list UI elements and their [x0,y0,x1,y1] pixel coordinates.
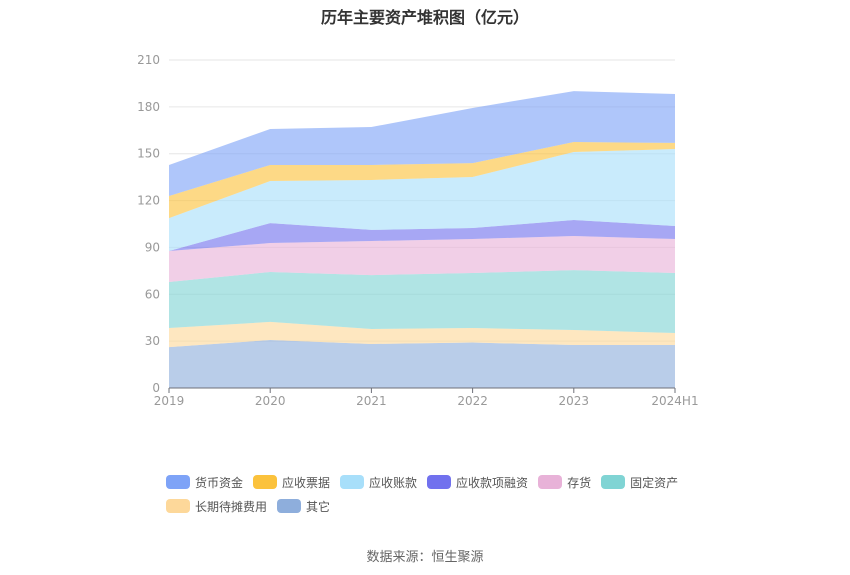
x-tick-label: 2023 [559,394,590,408]
area-series-3 [169,219,675,252]
x-tick-label: 2021 [356,394,387,408]
legend-item[interactable]: 货币资金 [166,474,243,490]
y-tick-label: 180 [137,100,160,114]
legend-swatch [538,475,563,489]
legend-item[interactable]: 其它 [277,498,330,514]
legend-item[interactable]: 长期待摊费用 [166,498,267,514]
legend-swatch [166,499,190,513]
legend-swatch [340,475,365,489]
x-tick-label: 2020 [255,394,286,408]
legend-swatch [601,475,626,489]
area-series-7 [169,340,675,388]
area-series-0 [169,91,675,197]
chart-title: 历年主要资产堆积图（亿元） [320,8,529,27]
legend-swatch [277,499,302,513]
y-tick-label: 120 [137,194,160,208]
legend-label: 应收账款 [369,475,418,490]
legend-swatch [253,475,278,489]
y-tick-label: 210 [137,53,160,67]
legend-item[interactable]: 应收款项融资 [427,474,528,490]
data-source: 数据来源：恒生聚源 [366,550,484,565]
legend-label: 应收款项融资 [456,475,529,490]
area-series-6 [169,321,675,348]
y-tick-label: 30 [145,334,160,348]
area-series-4 [169,236,675,282]
x-tick-label: 2022 [457,394,488,408]
legend-item[interactable]: 应收票据 [253,474,330,490]
x-tick-label: 2024H1 [651,394,698,408]
y-tick-label: 90 [145,240,160,254]
legend-label: 固定资产 [630,475,679,490]
y-tick-label: 60 [145,287,160,301]
legend-label: 存货 [567,475,592,490]
legend-item[interactable]: 固定资产 [601,474,678,490]
legend-label: 长期待摊费用 [195,499,268,514]
legend-label: 货币资金 [195,475,244,490]
legend: 货币资金 应收票据 应收账款 应收款项融资 存货 固定资产长期待摊费用 其它 [166,474,726,514]
legend-swatch [166,475,190,489]
area-series-1 [169,142,675,219]
x-tick-label: 2019 [154,394,185,408]
stacked-area-chart: 0 30 60 90 120 150 180 210 2019 2020 2021 2022 2023 2… [137,53,699,408]
legend-label: 其它 [306,499,331,514]
area-series-5 [169,270,675,334]
area-series-2 [169,149,675,252]
legend-item[interactable]: 存货 [538,474,591,490]
legend-swatch [427,475,452,489]
legend-label: 应收票据 [282,475,331,490]
y-tick-label: 150 [137,147,160,161]
legend-item[interactable]: 应收账款 [340,474,417,490]
y-tick-label: 0 [152,381,160,395]
